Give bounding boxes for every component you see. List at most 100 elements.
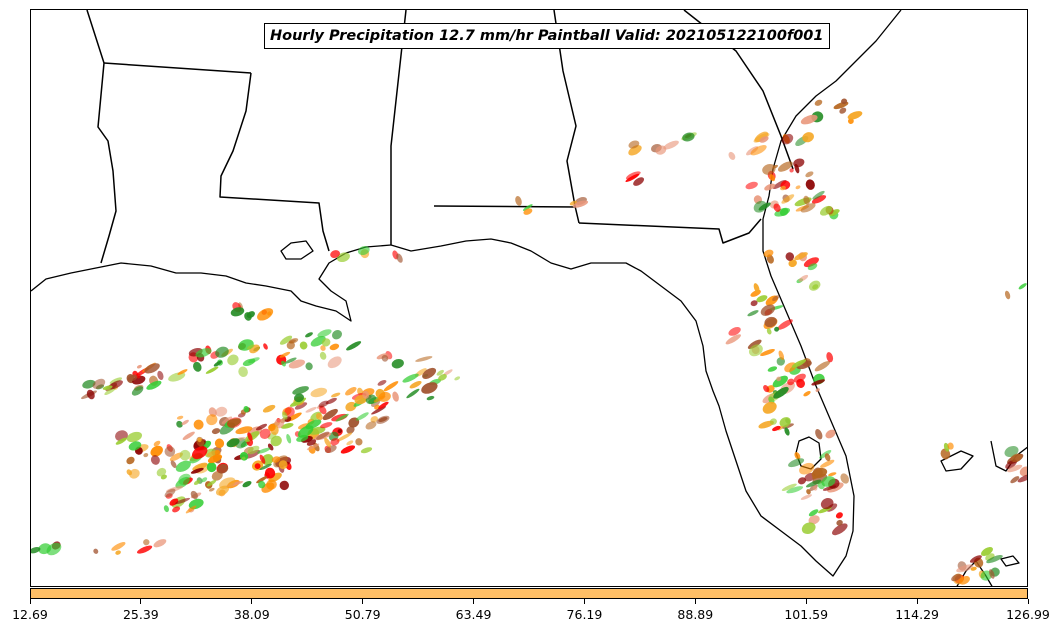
paintball-blob bbox=[797, 477, 807, 485]
paintball-blob bbox=[294, 402, 308, 410]
paintball-blob bbox=[828, 472, 837, 477]
paintball-blob bbox=[279, 480, 289, 491]
paintball-blob bbox=[179, 449, 191, 461]
paintball-blob bbox=[728, 151, 736, 160]
paintball-blob bbox=[803, 257, 819, 268]
paintball-blob bbox=[769, 174, 776, 182]
paintball-blob bbox=[271, 456, 281, 463]
paintball-blob bbox=[317, 329, 332, 338]
paintball-blob bbox=[182, 431, 195, 440]
paintball-blob bbox=[725, 334, 741, 345]
paintball-blob bbox=[780, 185, 786, 191]
paintball-blob bbox=[163, 505, 169, 513]
paintball-blob bbox=[800, 114, 818, 125]
paintball-blob bbox=[181, 419, 189, 426]
paintball-blob bbox=[278, 460, 288, 470]
paintball-blob bbox=[402, 373, 419, 383]
colorbar-tick-label: 25.39 bbox=[122, 607, 159, 622]
paintball-blob bbox=[803, 391, 811, 397]
paintball-blob bbox=[785, 252, 795, 261]
paintball-blob bbox=[131, 386, 144, 396]
paintball-blob bbox=[523, 208, 533, 215]
paintball-blob bbox=[956, 564, 974, 573]
paintball-blob bbox=[655, 145, 667, 155]
paintball-blob bbox=[305, 419, 322, 430]
paintball-blob bbox=[779, 208, 789, 216]
paintball-blob bbox=[1004, 290, 1011, 300]
paintball-blob bbox=[146, 380, 162, 390]
paintball-blob bbox=[769, 418, 777, 425]
paintball-blob bbox=[215, 406, 228, 417]
paintball-blob bbox=[360, 447, 373, 454]
paintball-blob bbox=[1018, 283, 1027, 290]
colorbar-tick bbox=[251, 599, 253, 604]
paintball-blob bbox=[813, 485, 818, 491]
paintball-blob bbox=[327, 356, 342, 369]
paintball-blob bbox=[192, 446, 208, 460]
colorbar-tick bbox=[362, 599, 364, 604]
paintball-blob bbox=[808, 509, 819, 517]
paintball-blob bbox=[793, 373, 806, 383]
paintball-blob bbox=[763, 249, 774, 258]
paintball-blob bbox=[788, 259, 797, 268]
paintball-blob bbox=[143, 539, 150, 546]
paintball-blob bbox=[310, 335, 326, 347]
paintball-blob bbox=[257, 447, 271, 454]
paintball-blob bbox=[811, 379, 826, 386]
paintball-blob bbox=[241, 456, 246, 460]
paintball-blob bbox=[288, 339, 296, 344]
colorbar-tick bbox=[140, 599, 142, 604]
paintball-blob bbox=[176, 415, 184, 420]
paintball-blob bbox=[807, 263, 818, 271]
paintball-blob bbox=[175, 497, 191, 505]
paintball-blob bbox=[263, 343, 268, 350]
paintball-blob bbox=[362, 390, 370, 399]
paintball-blob bbox=[812, 475, 818, 480]
paintball-blob bbox=[791, 359, 807, 368]
paintball-blob bbox=[346, 341, 362, 351]
paintball-blob bbox=[127, 374, 138, 382]
paintball-blob bbox=[164, 446, 176, 457]
paintball-blob bbox=[214, 438, 225, 449]
paintball-blob bbox=[800, 494, 812, 500]
map-title: Hourly Precipitation 12.7 mm/hr Paintbal… bbox=[264, 23, 830, 49]
paintball-blob bbox=[264, 467, 276, 479]
paintball-blob bbox=[288, 359, 306, 369]
paintball-blob bbox=[772, 295, 780, 302]
paintball-blob bbox=[235, 426, 253, 435]
coast-cuba-east bbox=[990, 440, 1027, 472]
paintball-blob bbox=[820, 497, 834, 510]
paintball-blob bbox=[381, 354, 389, 362]
paintball-blob bbox=[835, 512, 843, 519]
paintball-blob bbox=[357, 245, 370, 256]
paintball-blob bbox=[82, 379, 96, 389]
border-mississippi-alabama bbox=[390, 10, 407, 245]
paintball-blob bbox=[776, 376, 782, 382]
paintball-blob bbox=[262, 404, 276, 413]
paintball-blob bbox=[986, 554, 1003, 564]
paintball-blob bbox=[286, 433, 292, 444]
paintball-blob bbox=[747, 339, 762, 349]
colorbar-tick-label: 126.99 bbox=[1006, 607, 1050, 622]
paintball-blob bbox=[747, 310, 759, 317]
paintball-blob bbox=[836, 519, 843, 526]
paintball-blob bbox=[848, 118, 854, 125]
paintball-blob bbox=[794, 252, 808, 261]
paintball-blob bbox=[336, 432, 353, 442]
paintball-blob bbox=[824, 453, 831, 462]
paintball-blob bbox=[259, 428, 271, 439]
paintball-blob bbox=[322, 408, 338, 421]
paintball-blob bbox=[168, 372, 186, 382]
paintball-blob bbox=[332, 329, 342, 340]
paintball-blob bbox=[259, 454, 266, 464]
map-frame: Hourly Precipitation 12.7 mm/hr Paintbal… bbox=[30, 9, 1028, 587]
paintball-blob bbox=[969, 555, 982, 563]
paintball-blob bbox=[92, 378, 106, 390]
paintball-blob bbox=[266, 479, 277, 490]
paintball-blob bbox=[345, 401, 357, 412]
paintball-blob bbox=[244, 449, 261, 459]
paintball-blob bbox=[454, 376, 461, 381]
border-alabama-georgia bbox=[553, 10, 580, 224]
paintball-blob bbox=[170, 460, 177, 468]
paintball-blob bbox=[129, 468, 140, 479]
